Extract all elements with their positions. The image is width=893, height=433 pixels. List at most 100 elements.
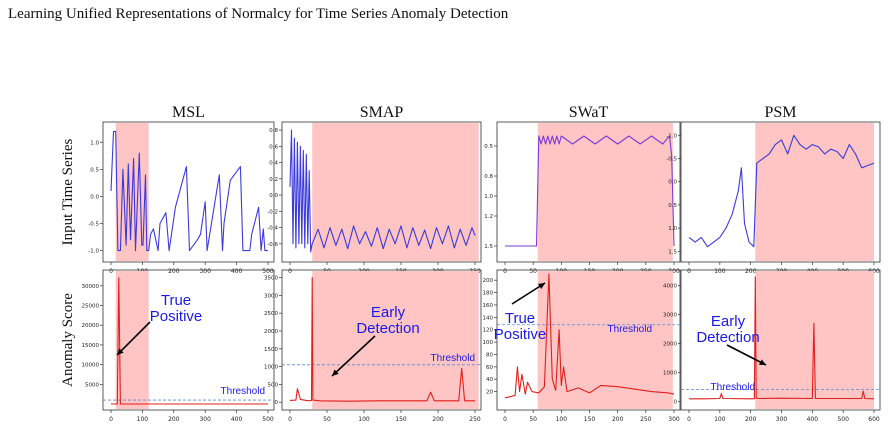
y-tick-label: 1500 bbox=[264, 347, 278, 353]
axes-frame bbox=[496, 269, 681, 411]
threshold-label: Threshold bbox=[711, 382, 755, 393]
y-tick-label: 0.5 bbox=[668, 203, 677, 209]
panel-smap-score: 0 50 100 150 200 2500500100015002000250030003… bbox=[264, 269, 482, 423]
y-tick-label: 15000 bbox=[82, 343, 100, 349]
annotation-label-psm: Early Detection bbox=[696, 313, 759, 346]
y-tick-label: 500 bbox=[268, 382, 279, 388]
annotation-arrow bbox=[511, 282, 546, 305]
axes-frame bbox=[102, 121, 275, 263]
annotation-arrow bbox=[116, 321, 151, 356]
x-tick-label: 150 bbox=[584, 416, 596, 423]
panel-msl-score: 0 100 200 300 400 500500010000150002000025000… bbox=[82, 269, 275, 423]
x-tick-label: 0 bbox=[503, 416, 507, 423]
series-line bbox=[504, 273, 675, 399]
y-tick-label: 0.5 bbox=[90, 167, 99, 173]
y-tick-label: 0.4 bbox=[269, 161, 278, 167]
series-line bbox=[689, 276, 875, 400]
panel-swat-series: 0501001502002503000.50.81.01.21.5 bbox=[484, 121, 681, 275]
x-tick-label: 300 bbox=[199, 416, 211, 423]
x-tick-label: 100 bbox=[714, 268, 726, 275]
y-tick-label: 1000 bbox=[663, 371, 677, 377]
x-tick-label: 0 bbox=[503, 268, 507, 275]
anomaly-region bbox=[312, 123, 479, 261]
y-tick-label: 0.8 bbox=[484, 174, 493, 180]
annotation-label-smap: Early Detection bbox=[356, 304, 419, 337]
annotation-word: Positive bbox=[150, 308, 203, 325]
x-tick-label: 200 bbox=[432, 416, 444, 423]
x-tick-label: 600 bbox=[868, 416, 880, 423]
x-tick-label: 150 bbox=[395, 416, 407, 423]
panel-psm-score: 0 100 200 300 400 500 60001000200030004000Earl… bbox=[663, 269, 881, 423]
dataset-title-swat: SWaT bbox=[569, 104, 609, 121]
y-tick-label: 0.6 bbox=[269, 144, 278, 150]
annotation-arrowhead bbox=[538, 283, 545, 289]
annotation-word: Early bbox=[711, 313, 746, 330]
x-tick-label: 300 bbox=[199, 268, 211, 275]
x-tick-label: 200 bbox=[745, 416, 757, 423]
x-tick-label: 0 bbox=[687, 416, 691, 423]
y-tick-label: 1000 bbox=[264, 365, 278, 371]
x-tick-label: 200 bbox=[168, 416, 180, 423]
y-tick-label: 20 bbox=[486, 390, 493, 396]
y-tick-label: 30000 bbox=[82, 284, 100, 290]
y-tick-label: 0.5 bbox=[484, 144, 493, 150]
series-line bbox=[289, 129, 476, 253]
x-tick-label: 0 bbox=[687, 268, 691, 275]
series-line bbox=[111, 277, 268, 405]
x-tick-label: 400 bbox=[231, 268, 243, 275]
y-tick-label: 0.8 bbox=[269, 128, 278, 134]
y-tick-label: -0.4 bbox=[267, 226, 278, 232]
series-line bbox=[289, 277, 475, 402]
y-tick-label: 20000 bbox=[82, 323, 100, 329]
y-tick-label: 0.0 bbox=[269, 193, 278, 199]
series-line bbox=[688, 134, 875, 248]
series-line bbox=[110, 130, 268, 252]
y-tick-label: 1.0 bbox=[484, 194, 493, 200]
y-tick-label: 100 bbox=[483, 340, 494, 346]
y-tick-label: 0.0 bbox=[90, 194, 99, 200]
y-tick-label: 80 bbox=[486, 352, 493, 358]
annotation-arrow bbox=[726, 344, 767, 366]
annotation-arrow bbox=[331, 335, 376, 377]
y-tick-label: 10000 bbox=[82, 363, 100, 369]
x-tick-label: 400 bbox=[807, 416, 819, 423]
y-tick-label: 40 bbox=[486, 377, 493, 383]
row-label-input-time-series: Input Time Series bbox=[60, 139, 76, 246]
dataset-title-msl: MSL bbox=[172, 104, 205, 121]
axes-frame bbox=[496, 121, 681, 263]
y-tick-label: 1.5 bbox=[668, 249, 677, 255]
x-tick-label: 500 bbox=[262, 416, 274, 423]
y-tick-label: 120 bbox=[483, 328, 494, 334]
threshold-label: Threshold bbox=[221, 386, 265, 397]
x-tick-label: 300 bbox=[668, 268, 680, 275]
y-tick-label: -0.6 bbox=[267, 242, 278, 248]
annotation-label-msl: True Positive bbox=[150, 292, 203, 325]
running-title: Learning Unified Representations of Norm… bbox=[8, 6, 509, 22]
x-tick-label: 0 bbox=[109, 268, 113, 275]
panel-swat-score: 0 50 100 150 200 250 300 20 40 60 80 100 120 140 160 18… bbox=[483, 269, 681, 423]
y-tick-label: 180 bbox=[483, 291, 494, 297]
y-tick-label: 0 bbox=[674, 400, 678, 406]
y-tick-label: -0.2 bbox=[267, 209, 278, 215]
annotation-word: Detection bbox=[356, 320, 419, 337]
x-tick-label: 200 bbox=[168, 268, 180, 275]
y-tick-label: 0.2 bbox=[269, 177, 278, 183]
y-tick-label: 2500 bbox=[264, 311, 278, 317]
x-tick-label: 0 bbox=[288, 416, 292, 423]
y-tick-label: 4000 bbox=[663, 284, 677, 290]
y-tick-label: -0.5 bbox=[666, 157, 677, 163]
y-tick-label: 1.0 bbox=[668, 226, 677, 232]
x-tick-label: 200 bbox=[745, 268, 757, 275]
x-tick-label: 250 bbox=[469, 416, 481, 423]
y-tick-label: 1.5 bbox=[484, 244, 493, 250]
x-tick-label: 50 bbox=[529, 416, 537, 423]
y-tick-label: 200 bbox=[483, 278, 494, 284]
anomaly-region bbox=[537, 123, 673, 261]
x-tick-label: 250 bbox=[640, 416, 652, 423]
x-tick-label: 100 bbox=[358, 416, 370, 423]
y-tick-label: 5000 bbox=[85, 382, 99, 388]
x-tick-label: 300 bbox=[668, 416, 680, 423]
y-tick-label: -1.0 bbox=[666, 133, 677, 139]
